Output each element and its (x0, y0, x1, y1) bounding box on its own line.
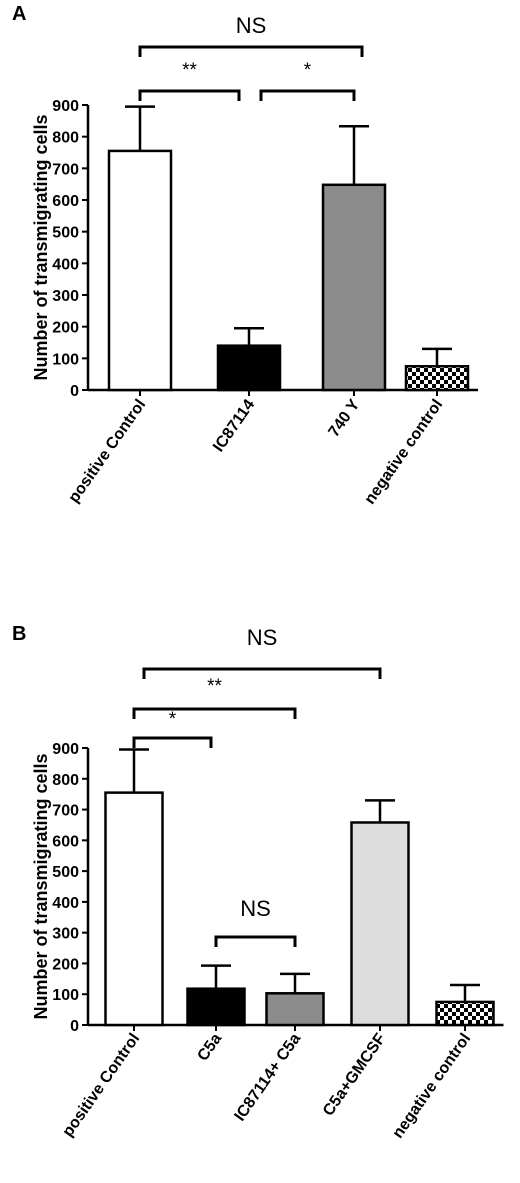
y-tick-label: 800 (52, 130, 79, 147)
significance-label: NS (240, 896, 271, 921)
significance-label: NS (236, 13, 267, 38)
significance-label: NS (247, 625, 278, 650)
significance-bracket (132, 736, 213, 748)
significance-label: ** (182, 60, 197, 81)
x-tick-label: positive Control (60, 1031, 144, 1141)
bar (265, 992, 325, 1027)
panel-label: A (12, 3, 26, 25)
y-tick-label: 600 (52, 193, 79, 210)
bar (186, 987, 246, 1027)
y-tick-label: 100 (52, 987, 79, 1004)
bar (104, 791, 164, 1027)
y-tick-label: 700 (52, 161, 79, 178)
x-tick-label: negative control (361, 397, 446, 508)
y-tick-label: 0 (70, 1018, 79, 1035)
bar (107, 149, 173, 392)
y-tick-label: 300 (52, 288, 79, 305)
y-tick-label: 400 (52, 256, 79, 273)
y-tick-label: 500 (52, 225, 79, 242)
significance-bracket (132, 707, 297, 719)
bar (404, 365, 470, 392)
bar (435, 1000, 495, 1027)
y-tick-label: 100 (52, 351, 79, 368)
y-tick-label: 300 (52, 926, 79, 943)
y-axis-label: Number of transmigrating cells (31, 114, 51, 380)
bar (216, 344, 282, 392)
significance-bracket (214, 935, 297, 947)
significance-label: * (304, 60, 312, 81)
y-axis-label: Number of transmigrating cells (31, 753, 51, 1019)
y-tick-label: 900 (52, 98, 79, 115)
bar (321, 183, 387, 392)
x-tick-label: C5a+GMCSF (320, 1030, 389, 1119)
y-tick-label: 200 (52, 956, 79, 973)
x-tick-label: 740 Y (326, 396, 364, 440)
significance-bracket (142, 667, 382, 679)
x-tick-label: positive Control (66, 397, 150, 507)
panel-label: B (12, 623, 26, 645)
significance-bracket (259, 89, 356, 101)
y-tick-label: 900 (52, 741, 79, 758)
y-tick-label: 800 (52, 772, 79, 789)
x-tick-label: C5a (195, 1030, 226, 1064)
y-tick-label: 0 (70, 383, 79, 400)
significance-label: * (169, 709, 177, 730)
x-tick-label: IC87114+ C5a (231, 1030, 304, 1124)
y-tick-label: 200 (52, 320, 79, 337)
x-tick-label: IC87114 (210, 396, 258, 455)
significance-label: ** (207, 676, 222, 697)
significance-bracket (138, 45, 364, 57)
bar (350, 821, 410, 1027)
y-tick-label: 700 (52, 803, 79, 820)
y-tick-label: 500 (52, 864, 79, 881)
y-tick-label: 600 (52, 833, 79, 850)
significance-bracket (138, 89, 241, 101)
y-tick-label: 400 (52, 895, 79, 912)
x-tick-label: negative control (389, 1031, 474, 1142)
